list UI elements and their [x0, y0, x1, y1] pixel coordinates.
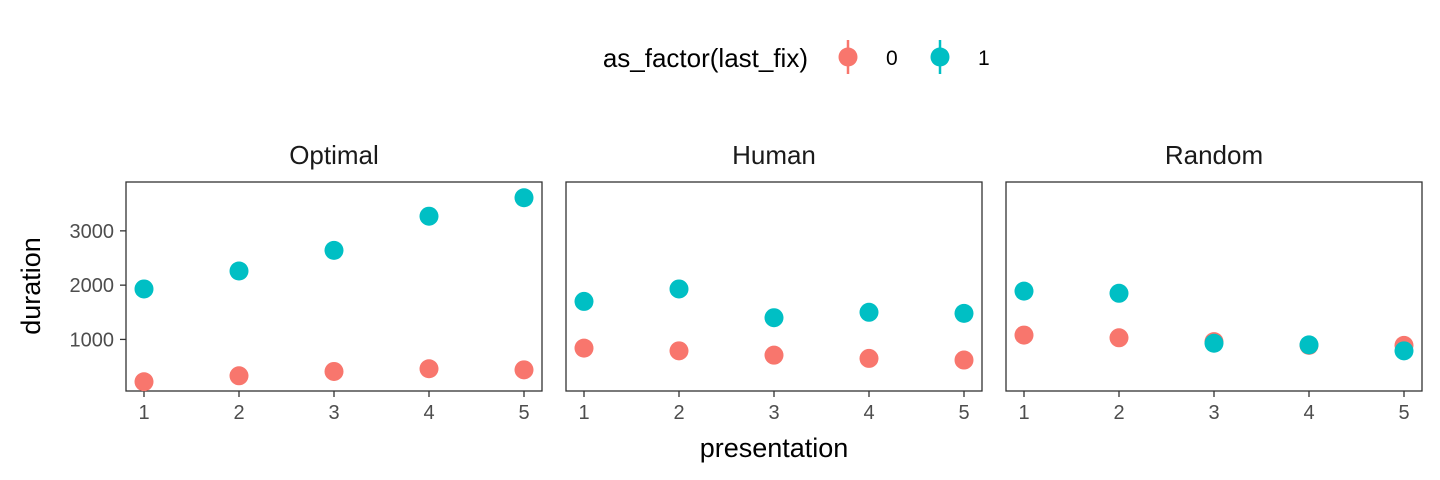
data-point-1 — [669, 279, 689, 299]
data-point-1 — [324, 240, 344, 260]
data-point-1 — [229, 261, 249, 281]
data-point-1 — [1394, 341, 1414, 361]
data-point-1 — [954, 303, 974, 323]
legend-entry-1: 1 — [930, 40, 990, 74]
data-point-0 — [134, 372, 154, 392]
data-point-1 — [1204, 333, 1224, 353]
facet-title: Human — [732, 140, 816, 170]
data-point-1 — [1014, 281, 1034, 301]
facet-panel-human: Human 1 2 3 4 5 — [565, 140, 983, 424]
x-tick-label: 1 — [578, 402, 589, 424]
data-point-0 — [514, 360, 534, 380]
data-point-0 — [669, 341, 689, 361]
x-tick-label: 1 — [1018, 402, 1029, 424]
x-tick-label: 2 — [233, 402, 244, 424]
facet-title: Optimal — [289, 140, 379, 170]
facet-panel-random: Random 1 2 3 4 5 — [1005, 140, 1423, 424]
data-point-0 — [764, 345, 784, 365]
legend-label: 1 — [978, 47, 990, 70]
data-point-0 — [859, 348, 879, 368]
x-axis-title: presentation — [700, 433, 849, 463]
panel-border — [125, 181, 543, 392]
x-tick-label: 5 — [1398, 402, 1409, 424]
y-tick-label: 3000 — [70, 221, 115, 243]
x-tick-label: 4 — [863, 402, 874, 424]
y-axis-title: duration — [16, 237, 46, 335]
x-tick-label: 2 — [673, 402, 684, 424]
facet-title: Random — [1165, 140, 1263, 170]
data-point-1 — [1299, 335, 1319, 355]
data-point-1 — [419, 206, 439, 226]
data-point-0 — [229, 366, 249, 386]
data-point-1 — [764, 308, 784, 328]
panel-border — [1005, 181, 1423, 392]
x-tick-label: 3 — [328, 402, 339, 424]
data-point-0 — [954, 350, 974, 370]
y-tick-label: 2000 — [70, 275, 115, 297]
x-tick-label: 4 — [1303, 402, 1314, 424]
x-tick-label: 2 — [1113, 402, 1124, 424]
x-tick-label: 5 — [958, 402, 969, 424]
data-point-0 — [419, 359, 439, 379]
data-point-1 — [859, 302, 879, 322]
x-tick-label: 1 — [138, 402, 149, 424]
legend: as_factor(last_fix) 0 1 — [603, 40, 990, 74]
data-point-0 — [574, 338, 594, 358]
data-point-0 — [1014, 325, 1034, 345]
data-point-0 — [324, 361, 344, 381]
legend-key-point — [930, 47, 950, 67]
legend-entry-0: 0 — [838, 40, 898, 74]
data-point-1 — [574, 291, 594, 311]
x-tick-label: 5 — [518, 402, 529, 424]
axis-titles: presentation duration — [16, 237, 848, 463]
legend-title: as_factor(last_fix) — [603, 43, 808, 73]
x-tick-label: 3 — [1208, 402, 1219, 424]
data-point-1 — [514, 188, 534, 208]
x-tick-label: 4 — [423, 402, 434, 424]
data-point-0 — [1109, 328, 1129, 348]
y-tick-label: 1000 — [70, 329, 115, 351]
legend-key-point — [838, 47, 858, 67]
x-tick-label: 3 — [768, 402, 779, 424]
facet-panel-optimal: Optimal 1 2 3 4 5 1000 2000 3000 — [70, 140, 543, 424]
data-point-1 — [1109, 283, 1129, 303]
legend-label: 0 — [886, 47, 898, 70]
data-point-1 — [134, 279, 154, 299]
